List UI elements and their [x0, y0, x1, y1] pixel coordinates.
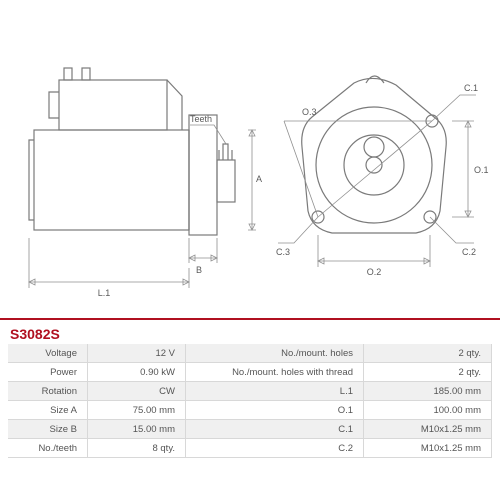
spec-label: Voltage [8, 344, 88, 363]
label-o1: O.1 [474, 165, 489, 175]
table-row: Power 0.90 kW No./mount. holes with thre… [8, 363, 492, 382]
table-row: Size A 75.00 mm O.1 100.00 mm [8, 401, 492, 420]
table-row: Rotation CW L.1 185.00 mm [8, 382, 492, 401]
label-teeth: Teeth [190, 114, 212, 124]
spec-label: No./mount. holes with thread [186, 363, 364, 382]
spec-label: L.1 [186, 382, 364, 401]
spec-value: 0.90 kW [88, 363, 186, 382]
spec-value: 185.00 mm [364, 382, 492, 401]
side-view: Teeth A B L.1 [4, 10, 264, 310]
spec-label: No./teeth [8, 439, 88, 458]
spec-label: Power [8, 363, 88, 382]
spec-label: C.2 [186, 439, 364, 458]
spec-table: Voltage 12 V No./mount. holes 2 qty. Pow… [0, 344, 500, 466]
spec-label: Size A [8, 401, 88, 420]
spec-label: O.1 [186, 401, 364, 420]
spec-label: No./mount. holes [186, 344, 364, 363]
label-b: B [196, 265, 202, 275]
label-a: A [256, 174, 262, 184]
spec-value: 15.00 mm [88, 420, 186, 439]
table-row: No./teeth 8 qty. C.2 M10x1.25 mm [8, 439, 492, 458]
spec-value: CW [88, 382, 186, 401]
label-c1: C.1 [464, 83, 478, 93]
spec-value: 75.00 mm [88, 401, 186, 420]
spec-value: 12 V [88, 344, 186, 363]
label-o3: O.3 [302, 107, 317, 117]
label-c3: C.3 [276, 247, 290, 257]
spec-value: 100.00 mm [364, 401, 492, 420]
label-o2: O.2 [367, 267, 382, 277]
spec-value: M10x1.25 mm [364, 439, 492, 458]
spec-value: 2 qty. [364, 344, 492, 363]
front-view-svg: O.3 C.1 O.1 C.2 C.3 [264, 10, 494, 310]
spec-value: 8 qty. [88, 439, 186, 458]
drawing-area: Teeth A B L.1 [0, 0, 500, 320]
side-view-svg: Teeth A B L.1 [4, 10, 264, 310]
spec-label: C.1 [186, 420, 364, 439]
label-c2: C.2 [462, 247, 476, 257]
part-id: S3082S [0, 320, 500, 344]
spec-label: Rotation [8, 382, 88, 401]
spec-value: M10x1.25 mm [364, 420, 492, 439]
spec-label: Size B [8, 420, 88, 439]
label-l1: L.1 [98, 288, 111, 298]
front-view: O.3 C.1 O.1 C.2 C.3 [264, 10, 494, 310]
table-row: Voltage 12 V No./mount. holes 2 qty. [8, 344, 492, 363]
page: Teeth A B L.1 [0, 0, 500, 500]
spec-value: 2 qty. [364, 363, 492, 382]
table-row: Size B 15.00 mm C.1 M10x1.25 mm [8, 420, 492, 439]
